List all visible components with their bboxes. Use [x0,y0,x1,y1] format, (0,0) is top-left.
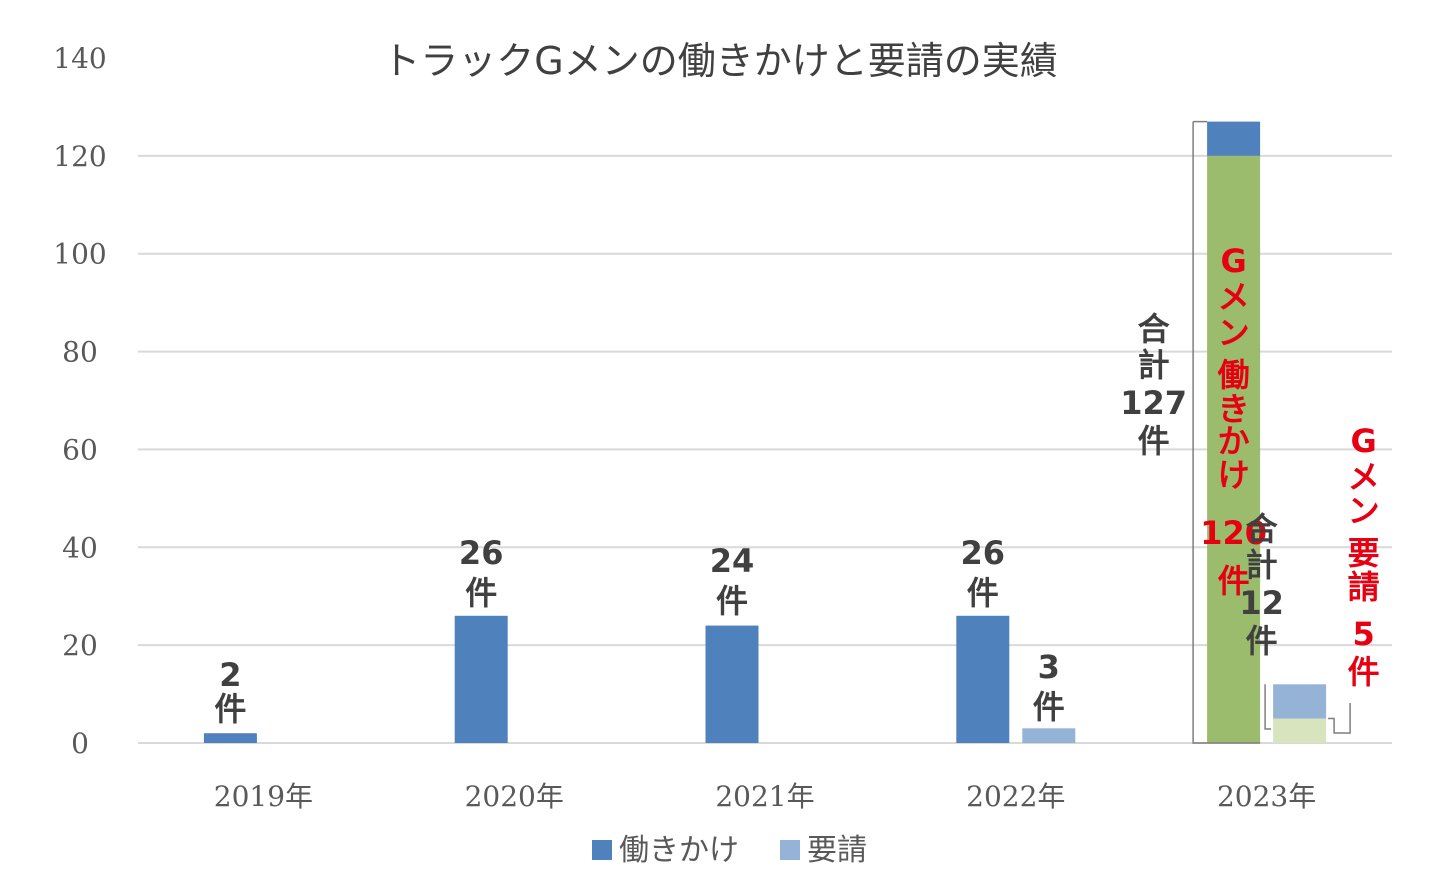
x-tick-label: 2021年 [715,780,814,813]
data-label: 件 [1348,653,1380,691]
legend-swatch [592,840,612,860]
data-label: 件 [716,582,748,620]
bar-2023-yousei-other [1273,684,1327,719]
bars [203,120,1351,744]
legend: 働きかけ 要請 [592,833,867,868]
data-label: 要 [1348,534,1380,572]
bar-2023-hatarakikake-other [1207,121,1261,156]
data-label: 120 [1200,514,1267,552]
legend-label: 働きかけ [619,833,739,868]
data-label: 計 [1246,546,1278,584]
data-label: 26 [961,534,1006,572]
data-label: ン [1348,492,1380,530]
data-label: 5 [1352,615,1374,653]
bar-2023-yousei-gmen [1273,718,1327,743]
data-labels: 2件26件24件26件3件合計127件Gメン働きかけ120件合計12件Gメン要請… [214,242,1379,728]
x-tick-label: 2019年 [214,780,313,813]
y-tick-label: 100 [53,238,106,271]
data-label: 件 [1033,688,1065,726]
data-label: 26 [459,534,504,572]
data-label: 合 [1246,510,1278,548]
data-label: 24 [710,542,755,580]
y-tick-label: 120 [53,140,106,173]
data-label: 請 [1348,568,1380,606]
bar-hatarakikake [454,615,508,743]
legend-label: 要請 [807,833,867,868]
bar-hatarakikake [956,615,1010,743]
bar-yousei [1022,728,1076,743]
data-label: き [1218,390,1250,428]
data-label: 合 [1138,310,1170,348]
data-label: メ [1348,458,1380,496]
y-tick-label: 140 [53,42,106,75]
x-tick-label: 2023年 [1217,780,1316,813]
data-label: け [1218,456,1250,494]
y-tick-label: 0 [71,727,89,760]
x-axis: 2019年 2020年 2021年 2022年 2023年 [214,780,1316,813]
y-tick-label: 40 [62,531,98,564]
data-label: 件 [465,574,497,612]
bar-hatarakikake [203,733,257,743]
y-axis: 0 20 40 60 80 100 120 140 [53,42,106,760]
data-label: か [1218,422,1250,460]
bracket-gmen-5 [1328,703,1351,734]
bracket-total-12 [1264,684,1272,730]
y-tick-label: 20 [62,629,98,662]
data-label: 計 [1138,346,1170,384]
data-label: G [1350,422,1376,460]
legend-swatch [780,840,800,860]
data-label: 3 [1038,648,1060,686]
y-tick-label: 60 [62,433,98,466]
data-label: 件 [967,574,999,612]
x-tick-label: 2020年 [465,780,564,813]
data-label: 2 [219,656,241,694]
bracket-total-127 [1192,121,1261,744]
x-tick-label: 2022年 [966,780,1065,813]
data-label: G [1220,242,1246,280]
data-label: 働 [1218,356,1250,394]
data-label: 件 [1218,562,1250,600]
data-label: 12 [1239,584,1284,622]
bar-2023-hatarakikake-gmen [1207,155,1261,743]
data-label: 件 [1246,622,1278,660]
data-label: メ [1218,278,1250,316]
gridlines [138,154,1392,744]
data-label: 127 [1120,384,1187,422]
data-label: 件 [1138,422,1170,460]
data-label: ン [1218,314,1250,352]
y-tick-label: 80 [62,336,98,369]
chart-title: トラックGメンの働きかけと要請の実績 [382,39,1057,83]
bar-hatarakikake [705,625,759,743]
data-label: 件 [214,690,246,728]
